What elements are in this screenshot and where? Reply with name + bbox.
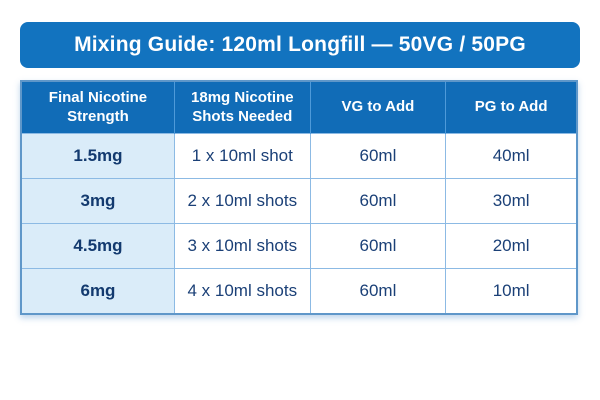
title-banner: Mixing Guide: 120ml Longfill — 50VG / 50… [20, 22, 580, 68]
cell-shots: 4 x 10ml shots [173, 268, 311, 315]
table-row: 3mg 2 x 10ml shots 60ml 30ml [20, 178, 578, 224]
header-row: Final Nicotine Strength 18mg Nicotine Sh… [21, 81, 577, 134]
cell-vg: 60ml [309, 223, 447, 269]
cell-vg: 60ml [309, 268, 447, 315]
cell-pg: 10ml [445, 268, 578, 315]
col-header-nicotine-shots-needed: 18mg Nicotine Shots Needed [173, 81, 311, 134]
page-title: Mixing Guide: 120ml Longfill — 50VG / 50… [74, 33, 526, 56]
cell-shots: 3 x 10ml shots [173, 223, 311, 269]
cell-strength: 6mg [20, 268, 175, 315]
cell-pg: 20ml [445, 223, 578, 269]
table-row: 4.5mg 3 x 10ml shots 60ml 20ml [20, 223, 578, 269]
cell-vg: 60ml [309, 133, 447, 179]
col-header-final-nicotine-strength: Final Nicotine Strength [21, 81, 175, 134]
cell-pg: 30ml [445, 178, 578, 224]
table-row: 1.5mg 1 x 10ml shot 60ml 40ml [20, 133, 578, 179]
cell-strength: 3mg [20, 178, 175, 224]
cell-strength: 4.5mg [20, 223, 175, 269]
cell-pg: 40ml [445, 133, 578, 179]
mixing-guide-table: Final Nicotine Strength 18mg Nicotine Sh… [20, 80, 578, 315]
table-body: 1.5mg 1 x 10ml shot 60ml 40ml 3mg 2 x 10… [20, 133, 578, 315]
table-header: Final Nicotine Strength 18mg Nicotine Sh… [21, 81, 577, 134]
table-row: 6mg 4 x 10ml shots 60ml 10ml [20, 268, 578, 315]
col-header-pg-to-add: PG to Add [445, 81, 577, 134]
cell-strength: 1.5mg [20, 133, 175, 179]
cell-shots: 2 x 10ml shots [173, 178, 311, 224]
col-header-vg-to-add: VG to Add [309, 81, 446, 134]
cell-shots: 1 x 10ml shot [173, 133, 311, 179]
cell-vg: 60ml [309, 178, 447, 224]
